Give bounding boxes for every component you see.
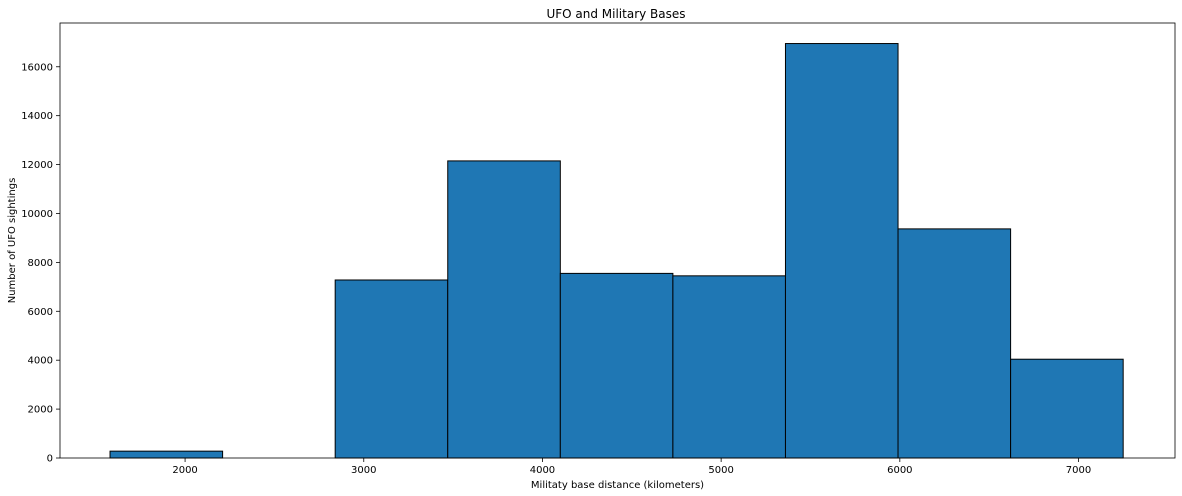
x-tick-label: 7000 <box>1066 465 1091 476</box>
y-tick-label: 2000 <box>28 405 53 416</box>
y-axis-ticks: 0 2000 4000 6000 8000 10000 12000 14000 16000 <box>21 62 60 465</box>
bars-layer <box>109 43 1124 459</box>
histogram-bar-7 <box>897 228 1012 459</box>
y-tick-label: 4000 <box>28 356 53 367</box>
x-axis-label: Militaty base distance (kilometers) <box>531 480 704 491</box>
x-tick-label: 2000 <box>172 465 197 476</box>
histogram-bar-5 <box>672 275 786 459</box>
y-tick-label: 8000 <box>28 258 53 269</box>
y-tick-label: 6000 <box>28 307 53 318</box>
x-tick-label: 6000 <box>887 465 912 476</box>
histogram-bar-6 <box>784 43 899 459</box>
chart-title: UFO and Military Bases <box>546 7 685 21</box>
histogram-bar-4 <box>559 272 674 459</box>
y-tick-label: 10000 <box>21 209 53 220</box>
histogram-bar-3 <box>447 160 561 459</box>
histogram-bar-8 <box>1010 358 1124 459</box>
x-tick-label: 3000 <box>351 465 376 476</box>
y-tick-label: 16000 <box>21 62 53 73</box>
y-tick-label: 0 <box>47 454 53 465</box>
y-tick-label: 14000 <box>21 111 53 122</box>
histogram-bar-0 <box>109 450 224 459</box>
y-tick-label: 12000 <box>21 160 53 171</box>
plot-frame <box>59 22 1176 459</box>
x-tick-label: 5000 <box>708 465 733 476</box>
x-tick-label: 4000 <box>530 465 555 476</box>
y-axis-label: Number of UFO sightings <box>7 178 18 304</box>
histogram-bar-2 <box>334 279 449 459</box>
x-axis-ticks: 2000 3000 4000 5000 6000 7000 <box>172 458 1091 476</box>
